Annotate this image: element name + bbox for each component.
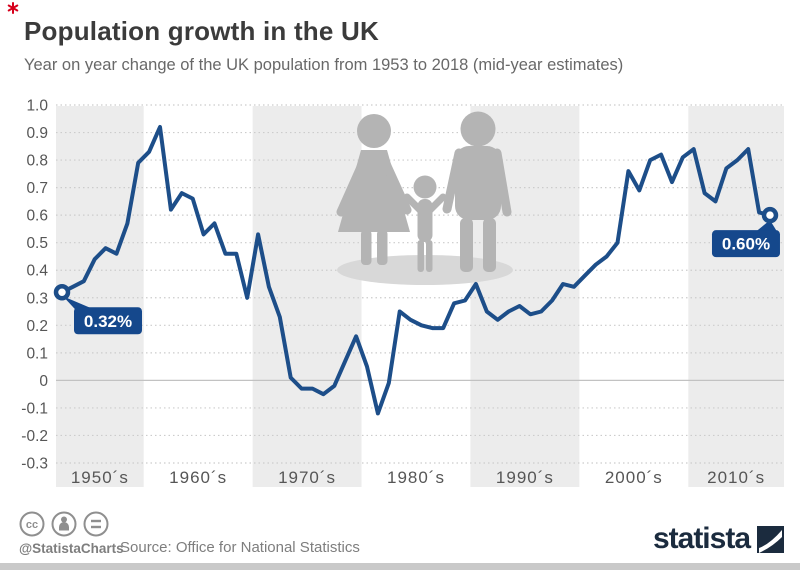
license-icons: cc (19, 511, 109, 537)
value-chip-label: 0.60% (722, 235, 770, 254)
statista-logo-text: statista (652, 522, 751, 555)
y-axis-tick-label: 0.7 (26, 180, 48, 197)
y-axis-tick-label: 1.0 (26, 98, 48, 115)
decade-band (56, 106, 144, 487)
decade-band (252, 106, 362, 487)
y-axis-tick-label: -0.3 (21, 456, 48, 473)
growth-line (60, 125, 772, 416)
statista-logo: statista (653, 522, 784, 556)
statista-logo-icon (757, 525, 784, 553)
y-axis-tick-label: -0.2 (21, 428, 48, 445)
y-axis-tick-label: 0.6 (26, 208, 48, 225)
red-asterisk-mark (7, 2, 19, 14)
y-axis-tick-label: 0.3 (26, 290, 48, 307)
child-icon (403, 175, 447, 272)
end-marker (761, 206, 779, 224)
equals-icon (83, 511, 109, 537)
start-marker (53, 284, 71, 301)
y-axis-tick-label: -0.1 (21, 400, 48, 417)
svg-text:cc: cc (26, 519, 38, 531)
x-axis-decade-label: 1950´s (71, 468, 129, 487)
y-axis-tick-label: 0.2 (26, 318, 48, 335)
x-axis-decade-label: 2000´s (605, 468, 663, 487)
y-axis-tick-label: 0.4 (26, 263, 48, 280)
y-axis-tick-label: 0 (39, 373, 48, 390)
chip-pointer (63, 296, 96, 311)
decade-band (688, 106, 784, 487)
x-axis-decade-label: 1990´s (496, 468, 554, 487)
chip-pointer (753, 220, 778, 234)
attribution-person-icon (51, 511, 77, 537)
bottom-gray-bar (0, 563, 800, 570)
man-icon (442, 111, 512, 272)
x-axis-decade-label: 1970´s (278, 468, 336, 487)
creative-commons-icon (19, 511, 45, 537)
y-axis-tick-label: 0.9 (26, 125, 48, 142)
value-chip (74, 307, 142, 335)
chart-header: Population growth in the UK Year on year… (24, 16, 623, 75)
value-chip (711, 230, 780, 258)
statista-charts-handle: @StatistaCharts (19, 541, 124, 556)
x-axis-decade-label: 2010´s (707, 468, 765, 487)
x-axis-decade-label: 1980´s (387, 468, 445, 487)
y-axis-tick-label: 0.1 (26, 345, 48, 362)
family-icon (336, 111, 513, 285)
woman-icon (336, 114, 412, 265)
x-axis-decade-label: 1960´s (169, 468, 227, 487)
source-text: Source: Office for National Statistics (120, 539, 360, 556)
value-chip-label: 0.32% (84, 312, 132, 331)
page-subtitle: Year on year change of the UK population… (24, 56, 624, 74)
page-title: Population growth in the UK (24, 16, 379, 46)
y-axis-tick-label: 0.5 (26, 235, 48, 252)
y-axis-tick-label: 0.8 (26, 153, 48, 170)
